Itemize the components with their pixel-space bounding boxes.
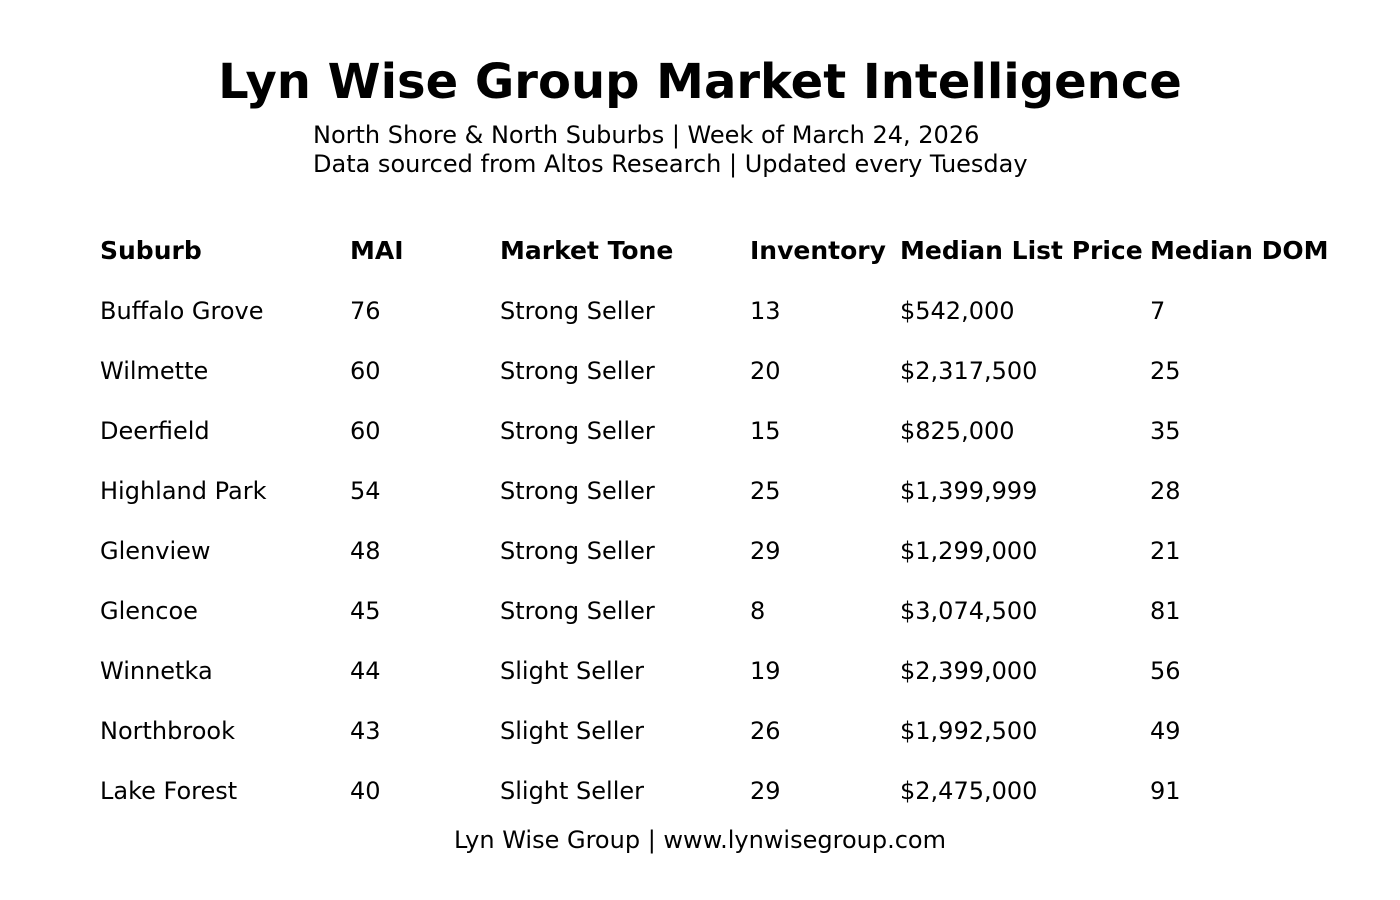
cell-market-tone: Slight Seller [500,657,645,685]
cell-median-dom: 28 [1150,477,1181,505]
header-market-tone: Market Tone [500,236,674,265]
header-median-list-price: Median List Price [900,236,1143,265]
table-row: Glenview 48 Strong Seller 29 $1,299,000 … [0,534,1400,568]
cell-median-list-price: $2,317,500 [900,357,1038,385]
table-row: Glencoe 45 Strong Seller 8 $3,074,500 81 [0,594,1400,628]
cell-median-dom: 7 [1150,297,1166,325]
cell-mai: 48 [350,537,381,565]
cell-median-list-price: $2,475,000 [900,777,1038,805]
header-median-dom: Median DOM [1150,236,1329,265]
cell-inventory: 19 [750,657,781,685]
cell-market-tone: Strong Seller [500,357,655,385]
table-row: Wilmette 60 Strong Seller 20 $2,317,500 … [0,354,1400,388]
cell-median-dom: 91 [1150,777,1181,805]
cell-median-dom: 35 [1150,417,1181,445]
table-header-row: Suburb MAI Market Tone Inventory Median … [0,234,1400,268]
cell-inventory: 25 [750,477,781,505]
footer-credit: Lyn Wise Group | www.lynwisegroup.com [454,826,946,854]
cell-suburb: Buffalo Grove [100,297,264,325]
cell-suburb: Wilmette [100,357,209,385]
cell-market-tone: Strong Seller [500,597,655,625]
cell-market-tone: Strong Seller [500,297,655,325]
subtitle-data-source: Data sourced from Altos Research | Updat… [313,150,1028,178]
cell-market-tone: Slight Seller [500,717,645,745]
cell-inventory: 29 [750,777,781,805]
cell-inventory: 29 [750,537,781,565]
cell-market-tone: Strong Seller [500,537,655,565]
cell-median-list-price: $1,299,000 [900,537,1038,565]
cell-median-dom: 21 [1150,537,1181,565]
cell-inventory: 20 [750,357,781,385]
cell-median-list-price: $1,399,999 [900,477,1038,505]
cell-mai: 45 [350,597,381,625]
table-row: Deerfield 60 Strong Seller 15 $825,000 3… [0,414,1400,448]
table-row: Highland Park 54 Strong Seller 25 $1,399… [0,474,1400,508]
page-title: Lyn Wise Group Market Intelligence [218,54,1182,110]
header-mai: MAI [350,236,404,265]
subtitle-region-week: North Shore & North Suburbs | Week of Ma… [313,121,980,149]
cell-market-tone: Strong Seller [500,477,655,505]
cell-mai: 60 [350,357,381,385]
cell-suburb: Glenview [100,537,211,565]
cell-market-tone: Strong Seller [500,417,655,445]
table-row: Winnetka 44 Slight Seller 19 $2,399,000 … [0,654,1400,688]
cell-inventory: 8 [750,597,766,625]
cell-median-dom: 49 [1150,717,1181,745]
table-row: Buffalo Grove 76 Strong Seller 13 $542,0… [0,294,1400,328]
cell-median-list-price: $825,000 [900,417,1015,445]
subtitle: North Shore & North Suburbs | Week of Ma… [313,121,1028,179]
cell-mai: 60 [350,417,381,445]
cell-median-list-price: $2,399,000 [900,657,1038,685]
cell-inventory: 15 [750,417,781,445]
table-row: Lake Forest 40 Slight Seller 29 $2,475,0… [0,774,1400,808]
cell-suburb: Northbrook [100,717,235,745]
cell-market-tone: Slight Seller [500,777,645,805]
cell-median-dom: 56 [1150,657,1181,685]
cell-median-dom: 25 [1150,357,1181,385]
cell-mai: 76 [350,297,381,325]
cell-median-dom: 81 [1150,597,1181,625]
header-inventory: Inventory [750,236,886,265]
cell-mai: 40 [350,777,381,805]
cell-suburb: Glencoe [100,597,198,625]
cell-inventory: 26 [750,717,781,745]
cell-suburb: Highland Park [100,477,267,505]
cell-suburb: Winnetka [100,657,213,685]
cell-mai: 43 [350,717,381,745]
cell-inventory: 13 [750,297,781,325]
cell-suburb: Deerfield [100,417,210,445]
table-row: Northbrook 43 Slight Seller 26 $1,992,50… [0,714,1400,748]
cell-mai: 54 [350,477,381,505]
cell-suburb: Lake Forest [100,777,238,805]
cell-median-list-price: $3,074,500 [900,597,1038,625]
cell-median-list-price: $542,000 [900,297,1015,325]
header-suburb: Suburb [100,236,202,265]
cell-mai: 44 [350,657,381,685]
cell-median-list-price: $1,992,500 [900,717,1038,745]
